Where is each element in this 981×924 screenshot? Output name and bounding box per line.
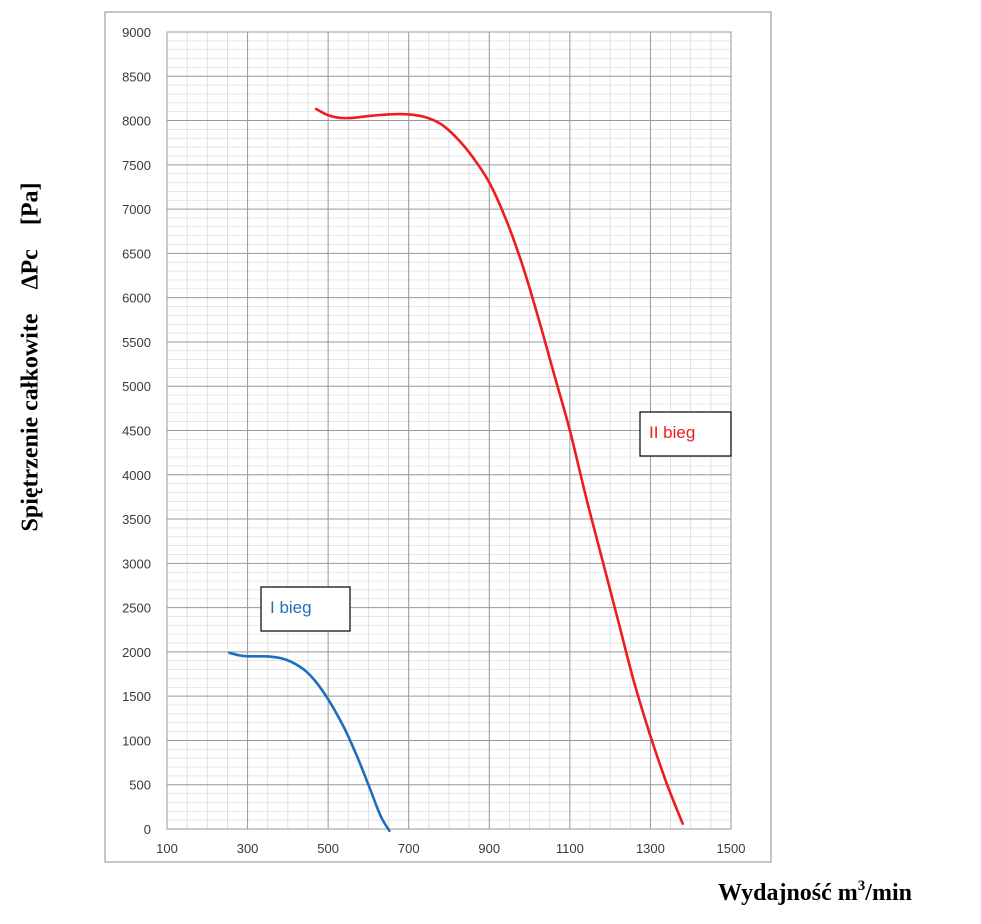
x-tick-label: 900 (478, 841, 500, 856)
y-axis-title: Spiętrzenie całkowite ΔPc [Pa] (18, 183, 45, 532)
y-tick-label: 7000 (122, 202, 151, 217)
y-tick-label: 3000 (122, 556, 151, 571)
x-tick-label: 1300 (636, 841, 665, 856)
y-tick-label: 5000 (122, 379, 151, 394)
y-tick-label: 2000 (122, 645, 151, 660)
y-tick-label: 1000 (122, 733, 151, 748)
y-tick-label: 6500 (122, 246, 151, 261)
y-tick-label: 1500 (122, 689, 151, 704)
x-tick-label: 300 (237, 841, 259, 856)
x-axis-title-text: Wydajność m (718, 880, 858, 906)
y-tick-label: 4500 (122, 424, 151, 439)
x-axis-title: Wydajność m3/min (718, 880, 912, 907)
x-axis-title-suffix: /min (865, 880, 912, 906)
y-tick-label: 3500 (122, 512, 151, 527)
x-tick-label: 700 (398, 841, 420, 856)
y-tick-label: 8500 (122, 69, 151, 84)
y-tick-label: 4000 (122, 468, 151, 483)
x-tick-label: 100 (156, 841, 178, 856)
y-tick-label: 9000 (122, 25, 151, 40)
y-tick-label: 5500 (122, 335, 151, 350)
x-tick-label: 1500 (717, 841, 746, 856)
annotation-label-1: I bieg (270, 598, 312, 617)
y-tick-label: 6000 (122, 291, 151, 306)
x-tick-label: 1100 (556, 841, 584, 856)
y-tick-label: 500 (129, 778, 151, 793)
y-tick-label: 0 (144, 822, 151, 837)
annotation-label-2: II bieg (649, 423, 695, 442)
y-tick-label: 8000 (122, 114, 151, 129)
x-tick-label: 500 (317, 841, 339, 856)
y-tick-label: 7500 (122, 158, 151, 173)
y-tick-label: 2500 (122, 601, 151, 616)
